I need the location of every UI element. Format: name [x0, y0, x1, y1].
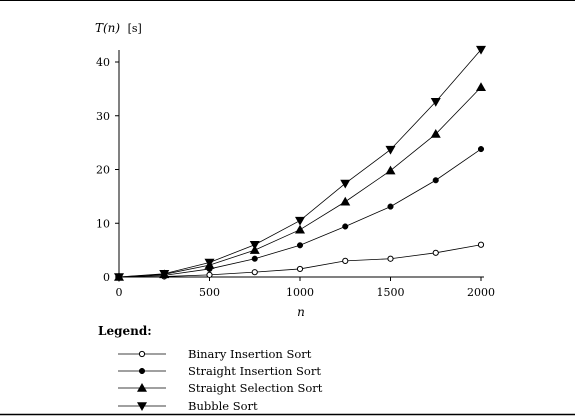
legend-title: Legend: — [98, 324, 152, 338]
series-line — [118, 86, 482, 278]
y-axis-title-unit: [s] — [128, 22, 142, 35]
data-point — [296, 265, 304, 273]
data-point — [251, 255, 258, 262]
data-point — [432, 249, 439, 256]
data-point — [137, 383, 147, 392]
series-bubble-sort — [114, 45, 486, 282]
legend-label: Bubble Sort — [188, 399, 258, 413]
legend-item: Straight Selection Sort — [118, 381, 323, 395]
data-point — [430, 129, 441, 138]
legend-label: Binary Insertion Sort — [188, 347, 312, 361]
data-point — [387, 203, 394, 210]
y-tick-label: 20 — [96, 164, 110, 177]
x-tick-label: 0 — [116, 286, 123, 299]
data-point — [477, 241, 485, 248]
data-point — [251, 269, 258, 276]
data-point — [138, 350, 146, 358]
data-point — [206, 271, 213, 278]
data-point — [387, 255, 394, 262]
data-point — [159, 270, 170, 279]
data-point — [385, 145, 396, 155]
x-ticks: 0 500 1000 1500 2000 — [116, 277, 495, 299]
data-point — [295, 216, 305, 226]
data-point — [138, 367, 146, 375]
y-tick-label: 40 — [96, 56, 110, 69]
series-straight-selection-sort — [114, 82, 486, 281]
data-point — [430, 98, 441, 107]
x-tick-label: 1000 — [286, 286, 314, 299]
data-point — [432, 177, 439, 184]
legend-label: Straight Insertion Sort — [188, 364, 321, 378]
y-tick-label: 30 — [96, 110, 110, 123]
x-axis-title: n — [297, 305, 305, 319]
y-axis-title: T(n) [s] — [95, 21, 142, 35]
data-point — [204, 258, 215, 268]
data-point — [342, 223, 349, 230]
legend-item: Binary Insertion Sort — [118, 347, 312, 361]
data-point — [340, 196, 351, 206]
y-axis-title-func: T(n) — [95, 21, 120, 35]
x-tick-label: 1500 — [377, 286, 405, 299]
legend: Binary Insertion Sort Straight Insertion … — [118, 347, 323, 413]
series-layer — [114, 45, 486, 282]
data-point — [114, 273, 124, 282]
data-point — [476, 82, 486, 92]
series-line — [118, 148, 482, 278]
data-point — [137, 402, 147, 411]
data-point — [476, 45, 486, 55]
legend-label: Straight Selection Sort — [188, 381, 323, 395]
legend-item: Straight Insertion Sort — [118, 364, 321, 378]
y-tick-label: 0 — [103, 271, 110, 284]
data-point — [477, 146, 485, 153]
data-point — [385, 165, 396, 175]
x-tick-label: 2000 — [467, 286, 495, 299]
data-point — [249, 241, 260, 250]
data-point — [340, 179, 351, 189]
series-straight-insertion-sort — [115, 146, 485, 281]
legend-item: Bubble Sort — [118, 399, 258, 413]
y-ticks: 0 10 20 30 40 — [96, 56, 119, 284]
data-point — [342, 257, 349, 264]
data-point — [296, 242, 304, 249]
data-point — [295, 224, 305, 234]
x-tick-label: 500 — [199, 286, 220, 299]
y-tick-label: 10 — [96, 217, 110, 230]
